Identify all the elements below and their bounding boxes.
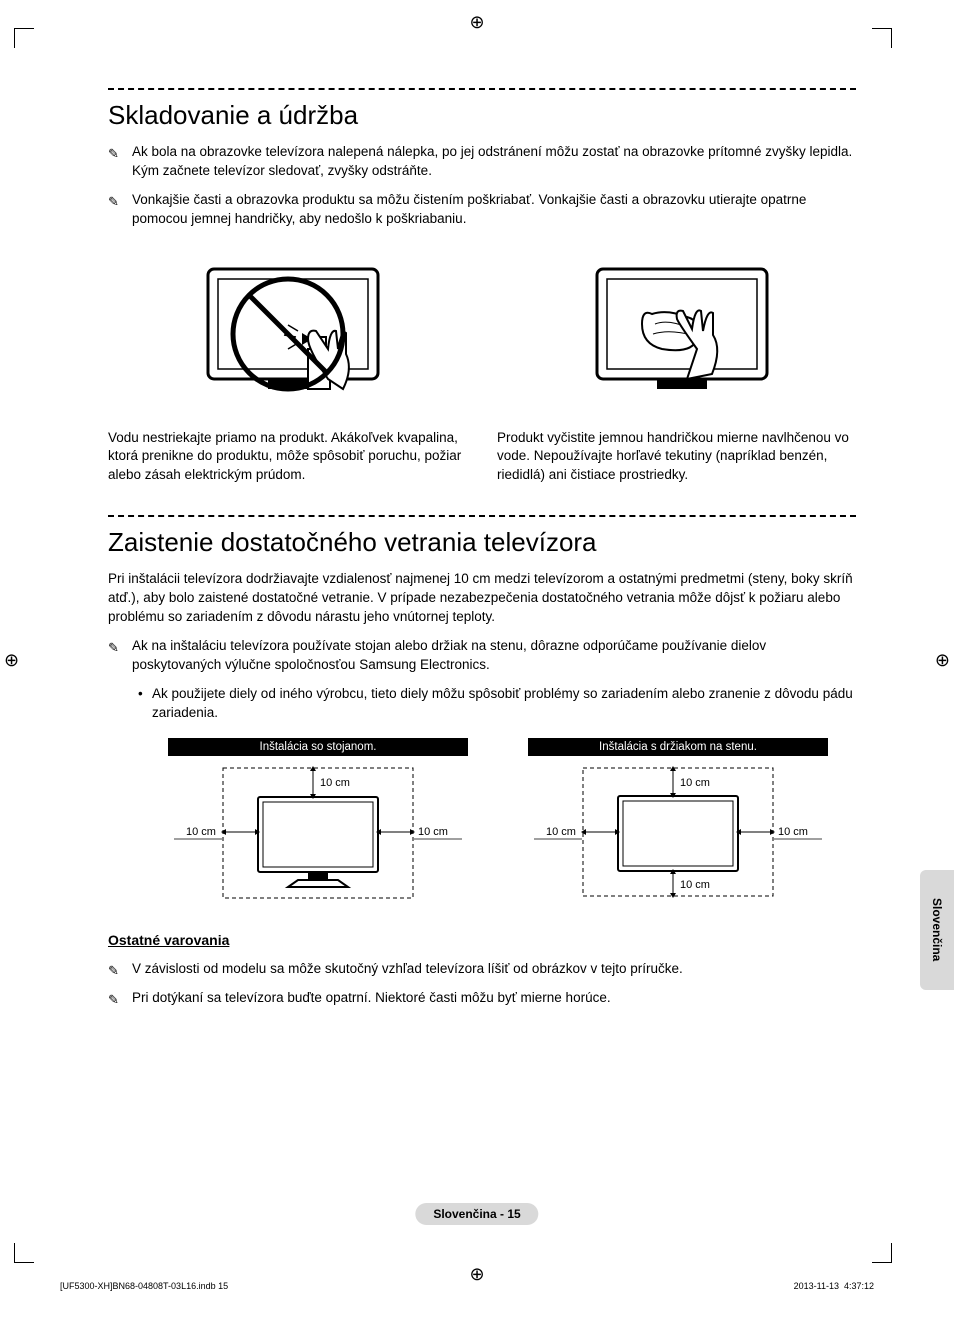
note-icon: ✎ xyxy=(108,193,119,211)
dim-label: 10 cm xyxy=(320,777,350,789)
wall-diagram-svg: 10 cm 10 cm 10 cm xyxy=(528,762,828,902)
note-item: ✎ V závislosti od modelu sa môže skutočn… xyxy=(108,960,856,979)
dim-label: 10 cm xyxy=(418,826,448,838)
divider xyxy=(108,515,856,517)
stand-diagram-svg: 10 cm 10 cm 10 cm xyxy=(168,762,468,902)
note-text: Vonkajšie časti a obrazovka produktu sa … xyxy=(132,192,806,226)
note-item: ✎ Pri dotýkaní sa televízora buďte opatr… xyxy=(108,989,856,1008)
note-icon: ✎ xyxy=(108,991,119,1009)
divider xyxy=(108,88,856,90)
stand-diagram: Inštalácia so stojanom. 10 cm xyxy=(168,738,468,902)
registration-mark-icon: ⊕ xyxy=(469,12,484,33)
no-spray-illustration xyxy=(108,249,467,419)
illustration-column: Vodu nestriekajte priamo na produkt. Aká… xyxy=(108,249,467,486)
bullet-item: • Ak použijete diely od iného výrobcu, t… xyxy=(108,685,856,723)
registration-mark-icon: ⊕ xyxy=(935,650,950,671)
note-item: ✎ Vonkajšie časti a obrazovka produktu s… xyxy=(108,191,856,229)
diagram-header: Inštalácia so stojanom. xyxy=(168,738,468,756)
page-content: Skladovanie a údržba ✎ Ak bola na obrazo… xyxy=(108,88,856,1018)
diagram-row: Inštalácia so stojanom. 10 cm xyxy=(168,738,856,902)
dim-label: 10 cm xyxy=(680,777,710,789)
language-tab: Slovenčina xyxy=(920,870,954,990)
note-text: Ak na inštaláciu televízora používate st… xyxy=(132,638,766,672)
section-title-ventilation: Zaistenie dostatočného vetrania televízo… xyxy=(108,527,856,558)
dim-label: 10 cm xyxy=(778,826,808,838)
dim-label: 10 cm xyxy=(546,826,576,838)
bullet-dot-icon: • xyxy=(138,685,143,704)
language-tab-label: Slovenčina xyxy=(930,898,944,961)
note-text: Ak bola na obrazovke televízora nalepená… xyxy=(132,144,852,178)
print-filename: [UF5300-XH]BN68-04808T-03L16.indb 15 xyxy=(60,1281,228,1291)
dim-label: 10 cm xyxy=(186,826,216,838)
print-timestamp: 2013-11-13 ﻿ 4:37:12 xyxy=(794,1281,874,1291)
page-footer-text: Slovenčina - 15 xyxy=(433,1207,520,1221)
illustration-caption: Vodu nestriekajte priamo na produkt. Aká… xyxy=(108,429,467,486)
body-text: Pri inštalácii televízora dodržiavajte v… xyxy=(108,570,856,627)
wall-diagram: Inštalácia s držiakom na stenu. 10 cm 10… xyxy=(528,738,828,902)
crop-mark xyxy=(872,1243,892,1263)
note-list: ✎ Ak na inštaláciu televízora používate … xyxy=(108,637,856,675)
bullet-text: Ak použijete diely od iného výrobcu, tie… xyxy=(152,686,853,720)
note-item: ✎ Ak bola na obrazovke televízora nalepe… xyxy=(108,143,856,181)
note-item: ✎ Ak na inštaláciu televízora používate … xyxy=(108,637,856,675)
section-title-storage: Skladovanie a údržba xyxy=(108,100,856,131)
note-icon: ✎ xyxy=(108,145,119,163)
wipe-illustration xyxy=(497,249,856,419)
crop-mark xyxy=(14,28,34,48)
illustration-column: Produkt vyčistite jemnou handričkou mier… xyxy=(497,249,856,486)
note-list: ✎ V závislosti od modelu sa môže skutočn… xyxy=(108,960,856,1008)
note-text: Pri dotýkaní sa televízora buďte opatrní… xyxy=(132,990,611,1005)
diagram-header: Inštalácia s držiakom na stenu. xyxy=(528,738,828,756)
registration-mark-icon: ⊕ xyxy=(4,650,19,671)
note-icon: ✎ xyxy=(108,639,119,657)
subheading-warnings: Ostatné varovania xyxy=(108,932,856,948)
dim-label: 10 cm xyxy=(680,879,710,891)
registration-mark-icon: ⊕ xyxy=(469,1264,484,1285)
crop-mark xyxy=(14,1243,34,1263)
crop-mark xyxy=(872,28,892,48)
illustration-caption: Produkt vyčistite jemnou handričkou mier… xyxy=(497,429,856,486)
page-footer: Slovenčina - 15 xyxy=(415,1203,538,1225)
illustration-row: Vodu nestriekajte priamo na produkt. Aká… xyxy=(108,249,856,486)
note-icon: ✎ xyxy=(108,962,119,980)
note-text: V závislosti od modelu sa môže skutočný … xyxy=(132,961,683,976)
note-list: ✎ Ak bola na obrazovke televízora nalepe… xyxy=(108,143,856,229)
